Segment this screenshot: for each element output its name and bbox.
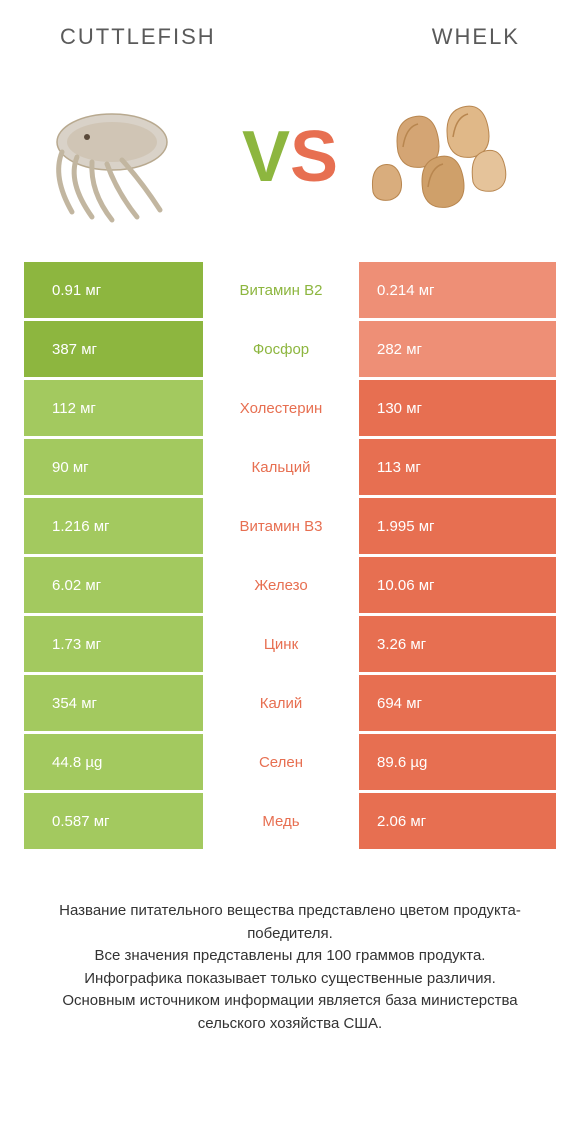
value-right: 10.06 мг (359, 557, 556, 613)
footer-line: Основным источником информации является … (28, 990, 552, 1035)
comparison-table: 0.91 мгВитамин B20.214 мг387 мгФосфор282… (0, 262, 580, 849)
hero-row: VS (0, 62, 580, 262)
value-right: 130 мг (359, 380, 556, 436)
nutrient-label: Цинк (203, 616, 359, 672)
nutrient-label: Холестерин (203, 380, 359, 436)
header: CUTTLEFISH WHELK (0, 0, 580, 62)
nutrient-label: Витамин B2 (203, 262, 359, 318)
nutrient-label: Железо (203, 557, 359, 613)
table-row: 387 мгФосфор282 мг (24, 321, 556, 377)
value-left: 6.02 мг (24, 557, 203, 613)
table-row: 0.91 мгВитамин B20.214 мг (24, 262, 556, 318)
value-left: 354 мг (24, 675, 203, 731)
value-left: 387 мг (24, 321, 203, 377)
value-right: 282 мг (359, 321, 556, 377)
cuttlefish-image (42, 82, 222, 232)
table-row: 1.73 мгЦинк3.26 мг (24, 616, 556, 672)
value-right: 1.995 мг (359, 498, 556, 554)
value-right: 3.26 мг (359, 616, 556, 672)
vs-v: V (242, 117, 290, 197)
vs-label: VS (242, 121, 338, 193)
value-right: 0.214 мг (359, 262, 556, 318)
title-right: WHELK (432, 24, 520, 50)
value-right: 2.06 мг (359, 793, 556, 849)
value-right: 113 мг (359, 439, 556, 495)
table-row: 90 мгКальций113 мг (24, 439, 556, 495)
table-row: 1.216 мгВитамин B31.995 мг (24, 498, 556, 554)
value-left: 0.91 мг (24, 262, 203, 318)
table-row: 44.8 µgСелен89.6 µg (24, 734, 556, 790)
nutrient-label: Фосфор (203, 321, 359, 377)
table-row: 0.587 мгМедь2.06 мг (24, 793, 556, 849)
title-left: CUTTLEFISH (60, 24, 216, 50)
nutrient-label: Калий (203, 675, 359, 731)
footer-note: Название питательного вещества представл… (0, 852, 580, 1035)
table-row: 6.02 мгЖелезо10.06 мг (24, 557, 556, 613)
value-left: 1.216 мг (24, 498, 203, 554)
table-row: 354 мгКалий694 мг (24, 675, 556, 731)
value-left: 0.587 мг (24, 793, 203, 849)
nutrient-label: Кальций (203, 439, 359, 495)
vs-s: S (290, 117, 338, 197)
footer-line: Название питательного вещества представл… (28, 900, 552, 945)
footer-line: Все значения представлены для 100 граммо… (28, 945, 552, 968)
value-right: 694 мг (359, 675, 556, 731)
whelk-image (358, 82, 538, 232)
nutrient-label: Витамин B3 (203, 498, 359, 554)
value-left: 1.73 мг (24, 616, 203, 672)
nutrient-label: Селен (203, 734, 359, 790)
value-left: 112 мг (24, 380, 203, 436)
value-right: 89.6 µg (359, 734, 556, 790)
value-left: 44.8 µg (24, 734, 203, 790)
table-row: 112 мгХолестерин130 мг (24, 380, 556, 436)
footer-line: Инфографика показывает только существенн… (28, 968, 552, 991)
nutrient-label: Медь (203, 793, 359, 849)
value-left: 90 мг (24, 439, 203, 495)
